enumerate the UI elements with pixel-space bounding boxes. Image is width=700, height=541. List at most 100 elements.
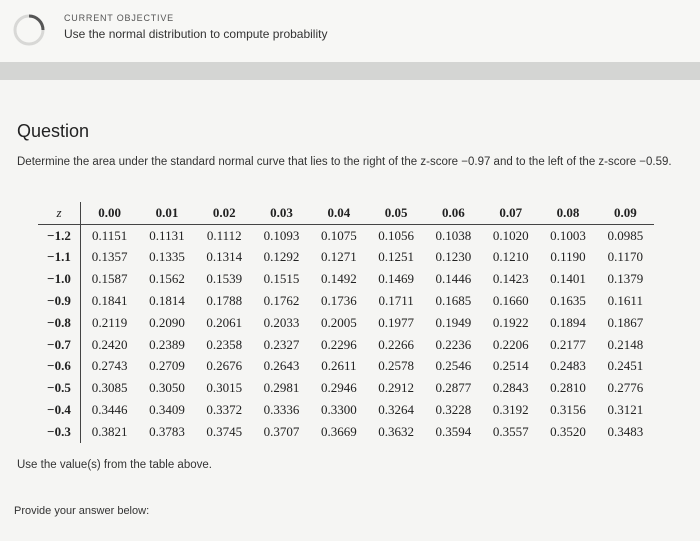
table-cell: 0.1977 [378, 314, 414, 330]
table-cell: 0.1251 [378, 249, 414, 265]
z-row-label: −0.3 [38, 420, 81, 443]
z-row-label: −0.8 [38, 311, 81, 334]
table-cell: 0.3557 [492, 423, 529, 439]
table-cell: 0.1335 [149, 249, 185, 265]
table-cell: 0.2389 [149, 336, 185, 352]
column-header: 0.05 [367, 202, 425, 225]
answer-prompt: Provide your answer below: [14, 505, 150, 517]
table-cell: 0.3228 [435, 402, 472, 418]
table-cell: 0.0985 [607, 227, 644, 243]
table-cell: 0.3520 [550, 423, 586, 439]
objective-kicker: CURRENT OBJECTIVE [64, 13, 174, 23]
table-cell: 0.1314 [206, 249, 243, 265]
table-cell: 0.2676 [206, 358, 243, 374]
table-cell: 0.1170 [607, 249, 643, 265]
column-header: 0.04 [310, 202, 368, 225]
column-header: 0.02 [195, 202, 253, 225]
question-prompt: Determine the area under the standard no… [17, 156, 672, 168]
table-instruction: Use the value(s) from the table above. [17, 459, 212, 471]
table-cell: 0.2776 [607, 380, 644, 396]
table-row: −0.7 0.2420 0.2389 0.2358 0.2327 0.2296 0.2266… [38, 333, 654, 356]
table-cell: 0.2033 [263, 314, 300, 330]
column-header: 0.00 [80, 202, 139, 225]
table-cell: 0.1210 [492, 249, 529, 265]
table-cell: 0.3085 [91, 380, 128, 396]
table-cell: 0.2843 [492, 380, 529, 396]
table-cell: 0.1020 [492, 227, 529, 243]
table-cell: 0.1469 [378, 271, 414, 287]
column-header: 0.06 [424, 202, 483, 225]
table-cell: 0.3121 [607, 402, 644, 418]
table-cell: 0.1151 [92, 227, 128, 243]
table-cell: 0.1292 [263, 249, 300, 265]
column-header: 0.09 [596, 202, 654, 225]
table-cell: 0.2912 [378, 380, 414, 396]
table-cell: 0.1814 [149, 293, 185, 309]
column-header: 0.03 [252, 202, 311, 225]
table-cell: 0.3015 [206, 380, 243, 396]
table-cell: 0.3821 [91, 423, 128, 439]
table-cell: 0.2578 [378, 358, 414, 374]
table-cell: 0.1660 [492, 293, 529, 309]
table-cell: 0.3050 [149, 380, 185, 396]
table-cell: 0.3300 [320, 402, 357, 418]
table-cell: 0.2514 [492, 358, 529, 374]
table-cell: 0.1230 [435, 249, 472, 265]
table-row: −0.6 0.2743 0.2709 0.2676 0.2643 0.2611 0.2578… [38, 355, 654, 378]
z-row-label: −1.1 [38, 246, 81, 269]
table-cell: 0.2061 [206, 314, 243, 330]
table-cell: 0.2358 [206, 336, 243, 352]
column-header: 0.07 [482, 202, 540, 225]
table-cell: 0.2296 [320, 336, 357, 352]
table-cell: 0.1112 [206, 227, 242, 243]
table-row: −0.5 0.3085 0.3050 0.3015 0.2981 0.2946 0.2912… [38, 377, 654, 400]
z-row-label: −0.7 [38, 333, 81, 356]
table-cell: 0.2090 [149, 314, 185, 330]
table-cell: 0.2327 [263, 336, 300, 352]
z-table-header: z 0.00 0.01 0.02 0.03 0.04 0.05 0.06 0.07 0.08 0.… [38, 202, 654, 225]
z-row-label: −0.9 [38, 290, 81, 312]
table-cell: 0.2206 [492, 336, 529, 352]
table-cell: 0.2005 [320, 314, 357, 330]
table-cell: 0.1611 [607, 293, 643, 309]
table-cell: 0.1075 [320, 227, 357, 243]
table-cell: 0.3707 [263, 423, 300, 439]
table-cell: 0.1711 [378, 293, 414, 309]
table-cell: 0.3669 [320, 423, 357, 439]
table-row: −1.2 0.1151 0.1131 0.1112 0.1093 0.1075 0.1056… [38, 224, 654, 247]
table-cell: 0.1093 [263, 227, 300, 243]
current-objective-bar: CURRENT OBJECTIVE Use the normal distrib… [0, 0, 700, 62]
table-row: −0.8 0.2119 0.2090 0.2061 0.2033 0.2005 0.1977… [38, 311, 654, 334]
table-cell: 0.1867 [607, 314, 644, 330]
table-cell: 0.3156 [550, 402, 586, 418]
objective-text: Use the normal distribution to compute p… [64, 27, 328, 41]
table-cell: 0.2119 [92, 314, 128, 330]
table-cell: 0.1736 [320, 293, 357, 309]
z-row-label: −0.6 [38, 355, 81, 378]
table-cell: 0.2810 [550, 380, 586, 396]
table-cell: 0.3192 [492, 402, 529, 418]
question-panel [0, 80, 700, 541]
table-cell: 0.1841 [91, 293, 128, 309]
table-cell: 0.1515 [263, 271, 300, 287]
table-cell: 0.1788 [206, 293, 243, 309]
z-row-label: −0.4 [38, 399, 81, 421]
table-cell: 0.3632 [378, 423, 414, 439]
table-cell: 0.1190 [550, 249, 586, 265]
table-cell: 0.2946 [320, 380, 357, 396]
table-cell: 0.2877 [435, 380, 472, 396]
table-cell: 0.1379 [607, 271, 644, 287]
table-cell: 0.1446 [435, 271, 472, 287]
z-row-label: −1.0 [38, 268, 81, 291]
z-row-label: −1.2 [38, 224, 81, 247]
table-cell: 0.2451 [607, 358, 644, 374]
table-cell: 0.2420 [91, 336, 128, 352]
table-cell: 0.2643 [263, 358, 300, 374]
table-cell: 0.2709 [149, 358, 185, 374]
table-cell: 0.2743 [91, 358, 128, 374]
table-row: −1.1 0.1357 0.1335 0.1314 0.1292 0.1271 0.1251… [38, 246, 654, 269]
table-cell: 0.3594 [435, 423, 472, 439]
table-cell: 0.3745 [206, 423, 243, 439]
table-cell: 0.2981 [263, 380, 300, 396]
table-row: −0.9 0.1841 0.1814 0.1788 0.1762 0.1736 0.1711… [38, 290, 654, 312]
